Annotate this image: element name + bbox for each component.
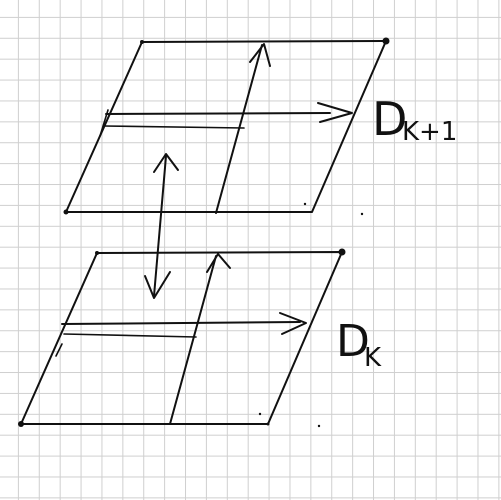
lower-stray-mark xyxy=(317,424,321,428)
upper-plane-label: D K+1 xyxy=(372,92,457,147)
lower-stray-mark xyxy=(258,412,262,416)
lower-corner-dot xyxy=(95,251,99,255)
upper-corner-dot xyxy=(63,209,69,215)
upper-plane xyxy=(63,37,390,215)
double-arrow-shaft xyxy=(153,155,167,297)
double-arrow-head-up-icon xyxy=(153,153,179,173)
stray-mark xyxy=(360,212,364,216)
upper-horizontal-arrowhead xyxy=(317,102,353,123)
lower-horizontal-axis-second-stroke xyxy=(63,333,197,338)
lower-plane xyxy=(18,212,364,428)
lower-corner-dot xyxy=(338,248,346,256)
lower-horizontal-arrowhead xyxy=(279,312,307,335)
upper-vertical-arrowhead xyxy=(249,43,271,67)
lower-horizontal-axis xyxy=(61,321,301,325)
upper-horizontal-axis xyxy=(105,112,331,115)
upper-left-tick xyxy=(99,109,109,137)
lower-left-tick xyxy=(55,343,63,357)
lower-corner-dot xyxy=(18,421,24,427)
lower-vertical-arrowhead xyxy=(206,253,231,273)
double-arrow xyxy=(144,153,179,299)
lower-plane-outline xyxy=(20,251,343,425)
double-arrow-head-down-icon xyxy=(144,271,171,299)
lower-plane-label-subscript: K xyxy=(364,343,382,373)
lower-vertical-axis xyxy=(169,255,217,425)
upper-horizontal-axis-second-stroke xyxy=(103,125,245,129)
upper-vertical-axis xyxy=(215,44,263,214)
lower-plane-label: D K xyxy=(336,316,382,373)
lower-plane-label-letter: D xyxy=(336,316,370,367)
upper-plane-label-letter: D xyxy=(372,92,407,146)
upper-corner-dot xyxy=(382,37,390,45)
lower-corner-dot xyxy=(266,422,270,426)
upper-corner-dot xyxy=(140,40,144,44)
upper-stray-mark xyxy=(303,202,307,206)
upper-plane-label-subscript: K+1 xyxy=(402,117,457,147)
